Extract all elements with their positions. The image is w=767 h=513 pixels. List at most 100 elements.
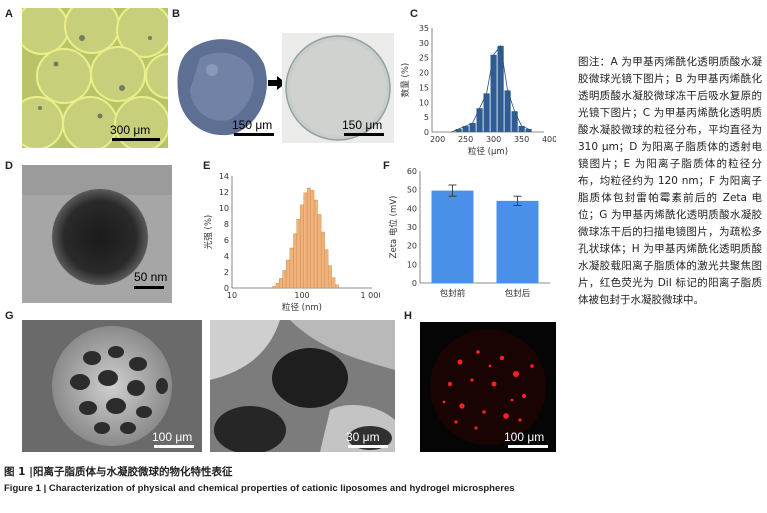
panel-b-right-scale-label: 150 μm bbox=[342, 118, 383, 132]
liposome-tem-image bbox=[22, 165, 172, 303]
y-tick-label: 12 bbox=[219, 188, 229, 197]
panel-label-h: H bbox=[404, 310, 412, 322]
x-tick-label: 300 bbox=[486, 135, 501, 144]
x-tick-label: 1 000 bbox=[361, 291, 380, 300]
y-tick-label: 4 bbox=[224, 252, 229, 261]
distribution-bar bbox=[310, 190, 315, 289]
y-tick-label: 14 bbox=[219, 172, 229, 181]
confocal-fluorescence-image bbox=[420, 322, 556, 452]
distribution-bar bbox=[282, 270, 287, 289]
distribution-bar bbox=[324, 249, 329, 289]
histogram-bar bbox=[476, 108, 483, 132]
sem-porous-microsphere bbox=[22, 320, 202, 452]
histogram-bar bbox=[518, 126, 525, 132]
y-tick-label: 10 bbox=[419, 98, 429, 107]
distribution-bar bbox=[293, 233, 298, 289]
x-tick-label: 10 bbox=[227, 291, 237, 300]
y-axis-title: 光强 (%) bbox=[203, 215, 214, 249]
y-tick-label: 2 bbox=[224, 268, 229, 277]
x-tick-label: 100 bbox=[294, 291, 309, 300]
y-tick-label: 0 bbox=[412, 279, 417, 288]
y-tick-label: 10 bbox=[407, 260, 417, 269]
histogram-bar bbox=[469, 123, 476, 132]
frequency-polygon bbox=[451, 44, 529, 133]
y-axis-title: Zeta 电位 (mV) bbox=[388, 196, 399, 259]
panel-label-c: C bbox=[410, 8, 418, 20]
histogram-bar bbox=[490, 54, 497, 132]
distribution-bar bbox=[303, 192, 308, 289]
histogram-bar bbox=[504, 90, 511, 132]
panel-g-right-scale-bar bbox=[348, 445, 388, 448]
arrow-right-icon bbox=[268, 76, 286, 90]
panel-b-left-scale-bar bbox=[234, 133, 274, 136]
distribution-bar bbox=[272, 286, 276, 289]
y-tick-label: 35 bbox=[419, 24, 429, 33]
panel-g-right-scale-label: 30 μm bbox=[346, 430, 380, 444]
y-tick-label: 5 bbox=[424, 113, 429, 122]
distribution-bar bbox=[286, 259, 290, 289]
y-tick-label: 15 bbox=[419, 83, 429, 92]
distribution-bar bbox=[313, 199, 318, 289]
liposome-size-distribution: 0 2 4 6 8 10 12 14 10 100 1 000 粒径 (nm) 光强 (%) bbox=[203, 172, 380, 313]
figure-title-zh: 图 1 |阳离子脂质体与水凝胶微球的物化特性表征 bbox=[4, 466, 233, 478]
dried-microsphere-image bbox=[177, 39, 267, 136]
particle-size-histogram: 0 5 10 15 20 25 30 35 200 250 300 350 400 粒径 (μm) 数量 (… bbox=[400, 24, 556, 157]
y-tick-label: 0 bbox=[224, 284, 229, 293]
rehydrated-microsphere-image bbox=[282, 33, 394, 143]
y-tick-label: 30 bbox=[407, 223, 417, 232]
distribution-bar bbox=[279, 278, 283, 289]
panel-b-left-scale-label: 150 μm bbox=[232, 118, 273, 132]
panel-label-d: D bbox=[5, 160, 13, 172]
y-axis-title: 数量 (%) bbox=[400, 63, 411, 97]
distribution-bar bbox=[331, 277, 336, 289]
microspheres-micrograph bbox=[22, 8, 168, 148]
histogram-bar bbox=[455, 129, 462, 132]
distribution-bar bbox=[307, 187, 311, 289]
x-axis-title: 粒径 (nm) bbox=[282, 302, 322, 313]
histogram-bar bbox=[483, 93, 490, 132]
y-tick-label: 20 bbox=[407, 242, 417, 251]
panel-g-left-scale-bar bbox=[154, 445, 194, 448]
y-tick-label: 20 bbox=[419, 69, 429, 78]
panel-h-scale-label: 100 μm bbox=[504, 430, 545, 444]
zeta-bar bbox=[431, 190, 474, 283]
distribution-bar bbox=[296, 219, 301, 289]
y-tick-label: 6 bbox=[224, 236, 229, 245]
panel-d-scale-label: 50 nm bbox=[134, 270, 168, 284]
x-axis-title: 粒径 (μm) bbox=[468, 146, 508, 157]
histogram-bar bbox=[462, 126, 469, 132]
distribution-bar bbox=[300, 204, 304, 289]
x-category-label: 包封前 bbox=[440, 288, 466, 299]
y-tick-label: 40 bbox=[407, 204, 417, 213]
panel-h-scale-bar bbox=[508, 445, 548, 448]
histogram-bar bbox=[525, 129, 532, 132]
y-tick-label: 60 bbox=[407, 167, 417, 176]
panel-label-b: B bbox=[172, 8, 180, 20]
distribution-bar bbox=[335, 284, 339, 289]
y-tick-label: 8 bbox=[224, 220, 229, 229]
x-category-label: 包封后 bbox=[505, 288, 531, 299]
y-tick-label: 50 bbox=[407, 186, 417, 195]
panel-b-right-scale-bar bbox=[344, 133, 384, 136]
panel-label-a: A bbox=[5, 8, 13, 20]
y-tick-label: 30 bbox=[419, 39, 429, 48]
x-tick-label: 250 bbox=[458, 135, 473, 144]
zeta-potential-chart: 0 10 20 30 40 50 60 包封前 包封后 Zeta 电位 (mV) bbox=[388, 167, 550, 299]
y-tick-label: 10 bbox=[219, 204, 229, 213]
panel-label-g: G bbox=[5, 310, 14, 322]
panel-label-e: E bbox=[203, 160, 211, 172]
histogram-bar bbox=[511, 111, 518, 132]
distribution-bar bbox=[317, 214, 322, 289]
panel-d-scale-bar bbox=[134, 286, 164, 289]
distribution-bar bbox=[328, 265, 332, 289]
x-tick-label: 400 bbox=[542, 135, 556, 144]
distribution-bar bbox=[321, 231, 325, 289]
panel-g-left-scale-label: 100 μm bbox=[152, 430, 193, 444]
distribution-bar bbox=[275, 282, 280, 289]
histogram-bar bbox=[497, 45, 504, 133]
distribution-bar bbox=[289, 247, 294, 289]
x-tick-label: 200 bbox=[430, 135, 445, 144]
zeta-bar bbox=[496, 200, 539, 283]
y-tick-label: 0 bbox=[424, 128, 429, 137]
sem-pore-detail bbox=[210, 320, 395, 452]
